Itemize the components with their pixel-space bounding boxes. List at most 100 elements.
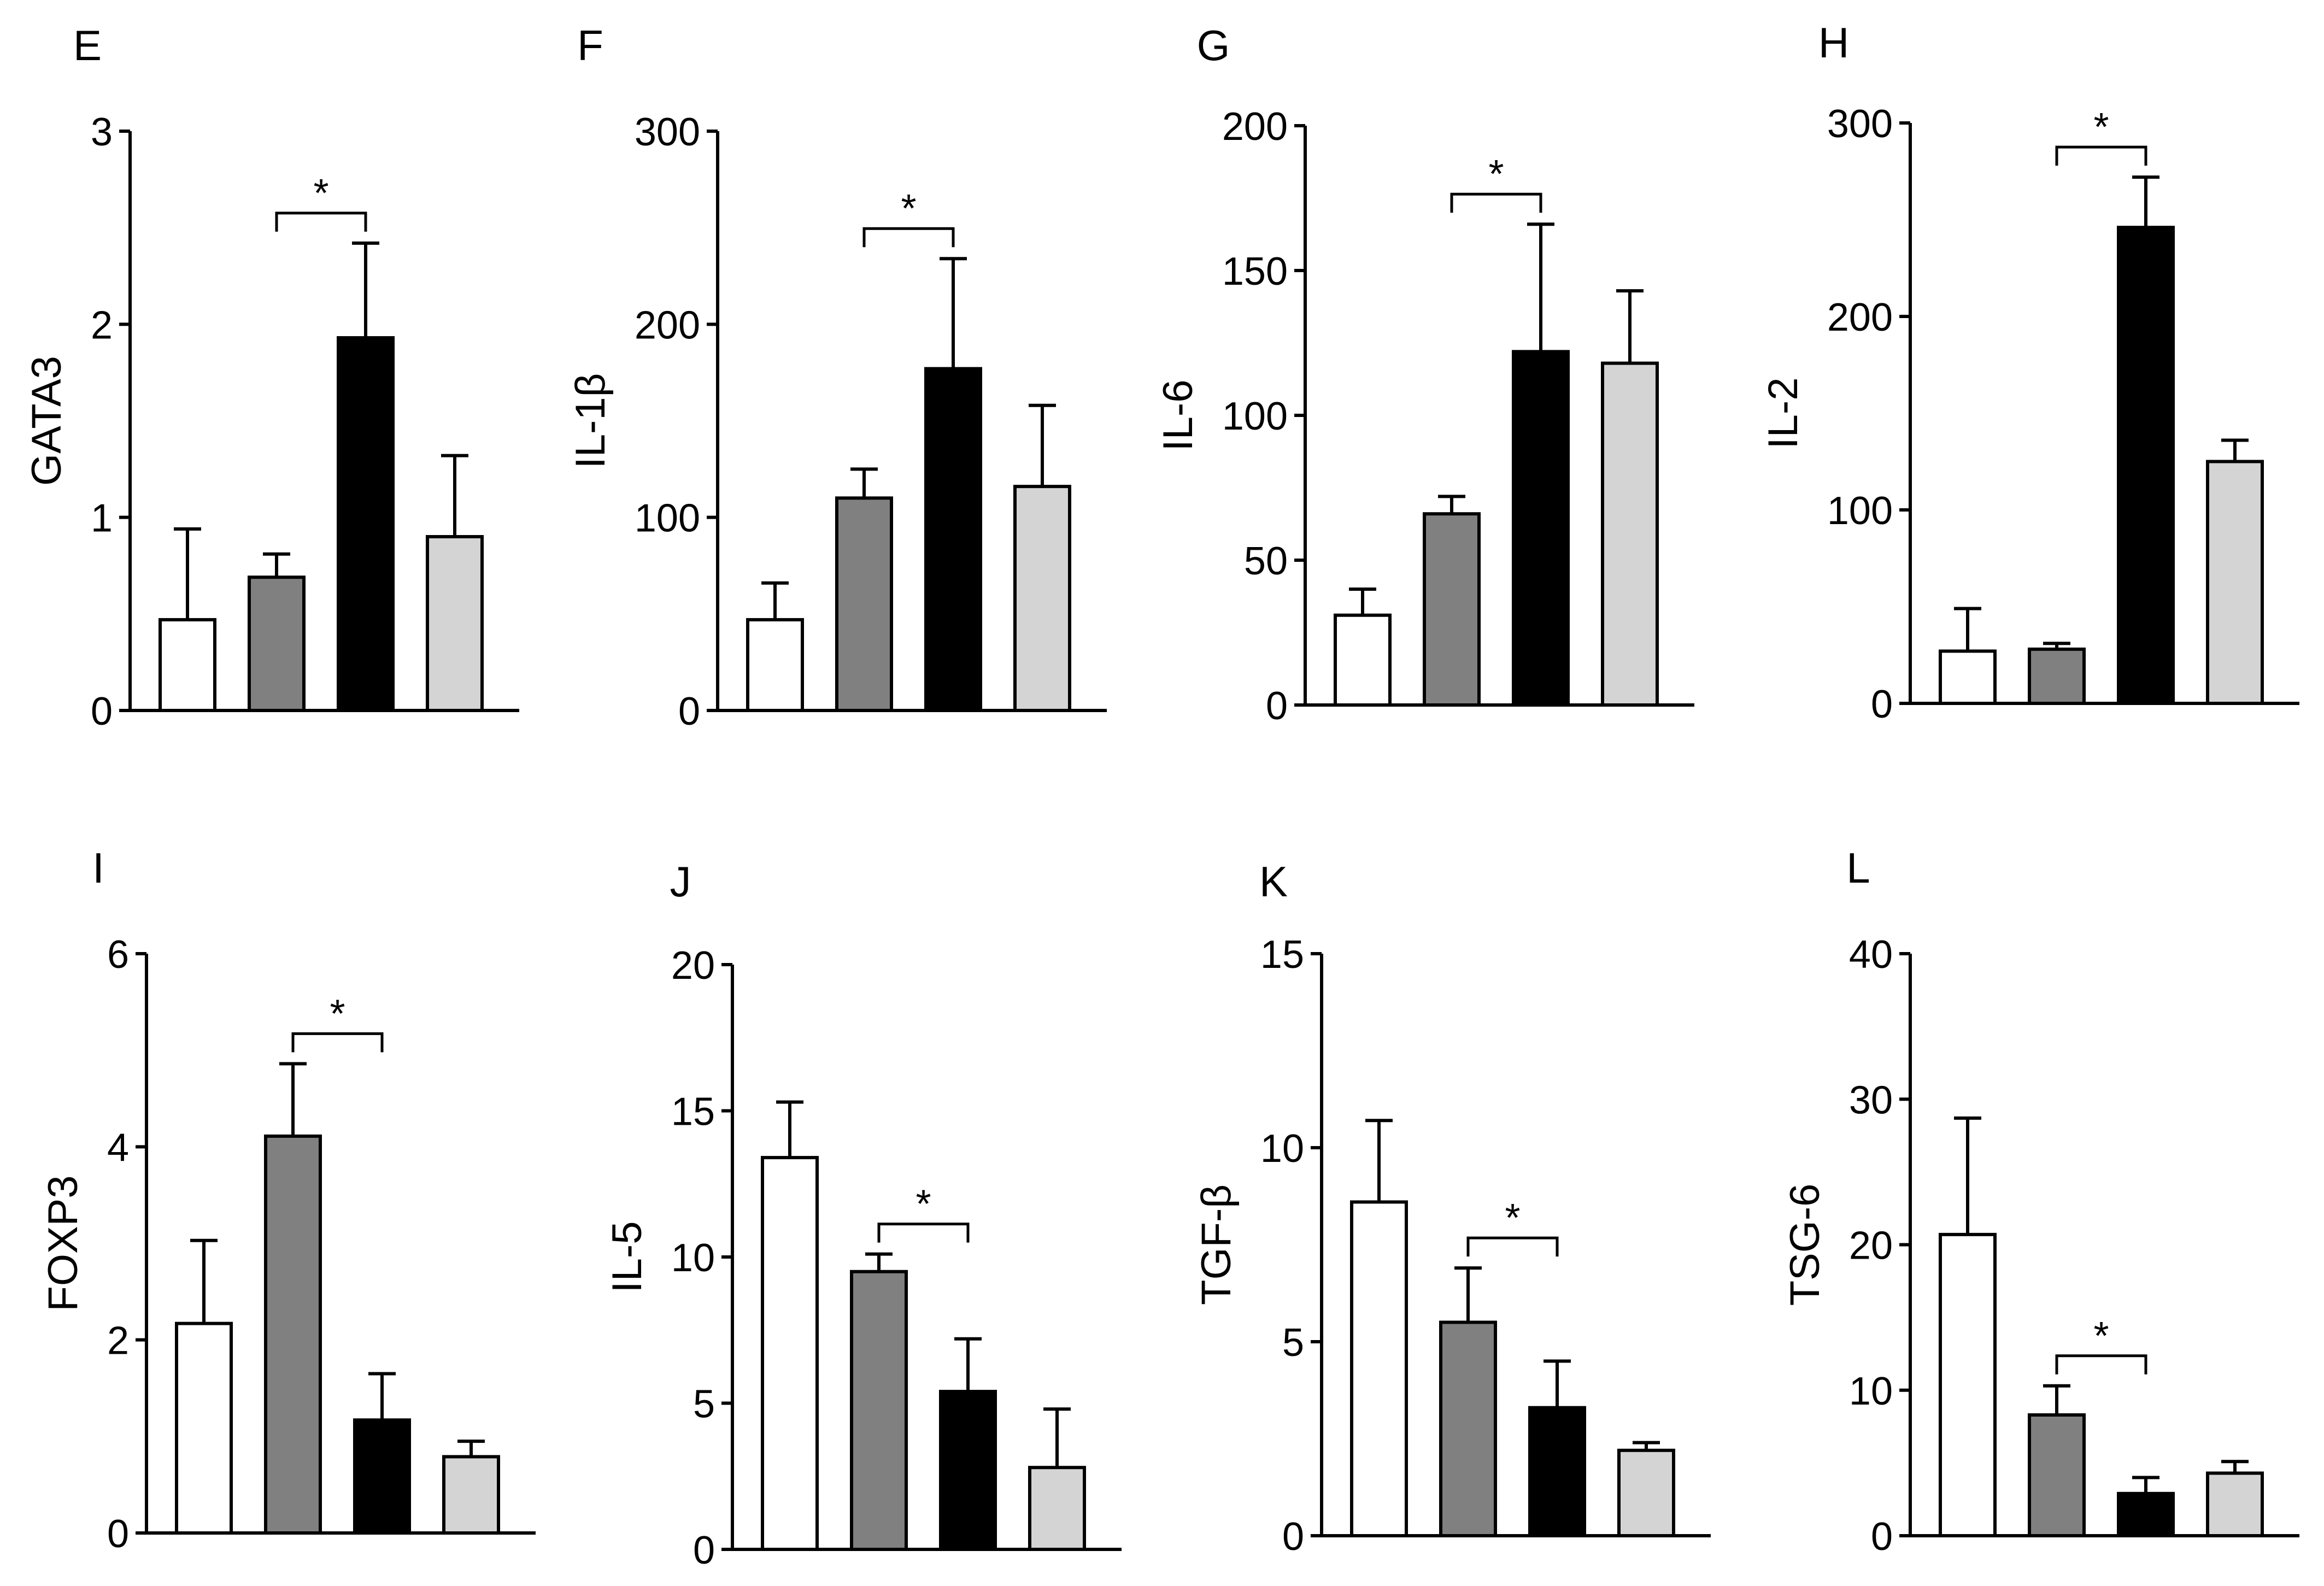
bar [1939, 649, 1997, 706]
y-tick-label: 0 [1871, 1515, 1893, 1559]
panel-e: E 0 1 2 3 GATA3 * [24, 21, 519, 733]
y-tick-label: 2 [107, 1319, 129, 1363]
y-tick-label: 15 [671, 1090, 715, 1134]
y-axis-title: IL-5 [604, 1221, 650, 1293]
bar [1617, 1448, 1675, 1538]
y-tick-label: 0 [1871, 683, 1893, 726]
y-axis-title: IL-1β [567, 373, 614, 469]
y-tick-label: 100 [1827, 489, 1893, 533]
y-tick-label: 50 [1244, 539, 1288, 583]
panel-h: H 0 100 200 300 IL-2 * [1760, 19, 2299, 726]
bar [761, 1156, 819, 1552]
bar [426, 535, 484, 712]
y-tick-label: 0 [91, 690, 113, 733]
bar [939, 1390, 997, 1552]
significance-label: * [915, 1183, 931, 1226]
y-tick-label: 200 [1222, 105, 1288, 149]
y-axis-title: IL-6 [1155, 380, 1201, 451]
y-tick-label: 10 [671, 1236, 715, 1280]
y-tick-label: 10 [1260, 1127, 1304, 1171]
panel-k: K 0 5 10 15 TGF-β * [1193, 857, 1711, 1559]
bar [248, 575, 306, 712]
bar [1028, 1466, 1086, 1551]
bar [175, 1321, 233, 1535]
bar [264, 1134, 322, 1535]
significance-label: * [1488, 152, 1504, 196]
significance-bracket [877, 1223, 970, 1243]
significance-label: * [2093, 105, 2109, 149]
bar [850, 1270, 908, 1551]
bar [353, 1418, 411, 1535]
significance-bracket [862, 227, 955, 248]
panel-letter: I [92, 844, 104, 892]
bar [442, 1455, 500, 1535]
y-tick-label: 200 [635, 303, 700, 347]
panel-letter: J [670, 857, 691, 906]
y-axis-title: TGF-β [1193, 1184, 1240, 1305]
significance-label: * [1505, 1196, 1520, 1240]
y-tick-label: 100 [1222, 395, 1288, 438]
bar [2206, 1471, 2264, 1537]
significance-bracket [291, 1032, 384, 1053]
y-tick-label: 30 [1849, 1078, 1893, 1122]
panel-l: L 0 10 20 30 40 TSG-6 * [1782, 844, 2299, 1559]
bar [159, 618, 216, 713]
significance-label: * [313, 172, 328, 215]
y-axis-title: GATA3 [24, 356, 70, 486]
panel-letter: E [73, 21, 102, 69]
significance-bracket [1466, 1236, 1559, 1257]
panel-letter: F [577, 21, 603, 69]
bar [1013, 485, 1071, 713]
y-tick-label: 200 [1827, 296, 1893, 339]
y-tick-label: 6 [107, 933, 129, 977]
bar [2028, 647, 2086, 706]
bar [1439, 1320, 1497, 1537]
significance-label: * [901, 187, 916, 231]
y-tick-label: 10 [1849, 1370, 1893, 1413]
y-tick-label: 5 [693, 1383, 715, 1426]
bar [1423, 512, 1481, 707]
significance-label: * [2093, 1314, 2109, 1358]
significance-bracket [1450, 192, 1542, 213]
significance-bracket [2055, 145, 2147, 166]
bar [2206, 460, 2264, 705]
y-tick-label: 20 [671, 944, 715, 988]
bar [1601, 361, 1659, 707]
y-tick-label: 20 [1849, 1224, 1893, 1268]
significance-label: * [330, 992, 345, 1036]
bar [1350, 1200, 1408, 1537]
panel-letter: L [1846, 844, 1870, 892]
y-tick-label: 5 [1282, 1321, 1304, 1365]
bar [2028, 1413, 2086, 1537]
bar [835, 496, 893, 712]
bar [1528, 1406, 1586, 1537]
panel-letter: H [1818, 19, 1849, 67]
bar [746, 618, 804, 713]
y-tick-label: 100 [635, 497, 700, 541]
bar [1334, 613, 1392, 707]
y-tick-label: 300 [1827, 102, 1893, 146]
bar [924, 367, 982, 712]
y-tick-label: 0 [678, 690, 700, 733]
y-tick-label: 0 [1282, 1515, 1304, 1559]
panel-j: J 0 5 10 15 20 IL-5 * [604, 857, 1122, 1572]
panel-i: I 0 2 4 6 FOXP3 * [40, 844, 536, 1556]
y-tick-label: 0 [693, 1529, 715, 1572]
bar [337, 336, 395, 712]
panel-letter: G [1197, 21, 1230, 69]
y-tick-label: 4 [107, 1126, 129, 1170]
y-tick-label: 300 [635, 110, 700, 154]
y-tick-label: 0 [107, 1512, 129, 1556]
y-tick-label: 2 [91, 303, 113, 347]
y-axis-title: FOXP3 [40, 1175, 86, 1311]
bar [1939, 1232, 1997, 1538]
y-tick-label: 150 [1222, 250, 1288, 293]
y-tick-label: 0 [1266, 684, 1288, 728]
y-tick-label: 1 [91, 497, 113, 541]
y-tick-label: 3 [91, 110, 113, 154]
panel-g: G 0 50 100 150 200 IL-6 * [1155, 21, 1694, 728]
y-tick-label: 15 [1260, 933, 1304, 977]
significance-bracket [2055, 1354, 2147, 1374]
